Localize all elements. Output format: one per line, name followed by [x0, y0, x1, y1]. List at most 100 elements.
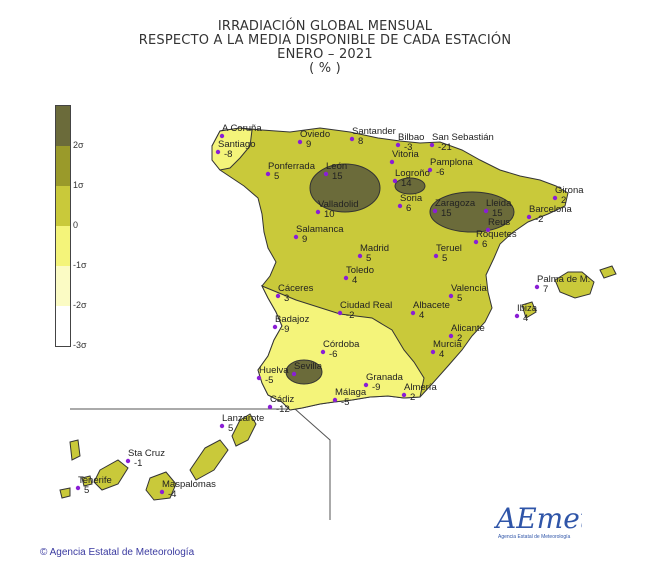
station-marker [395, 142, 401, 148]
legend-box-3 [56, 186, 70, 226]
station-value: 2 [457, 333, 462, 344]
zone-1s-2s-ebro [429, 191, 515, 233]
legend-box-1 [56, 106, 70, 146]
station-name: Ibiza [517, 303, 538, 314]
zone-m1s-sevilla [285, 359, 323, 385]
color-legend [55, 105, 71, 347]
station-value: -8 [224, 149, 232, 160]
station-value: 5 [442, 253, 447, 264]
station-name: Badajoz [275, 314, 310, 325]
logo-text: AEmet [493, 502, 582, 535]
station-value: -2 [346, 310, 354, 321]
ibiza [521, 301, 537, 319]
station-marker [272, 324, 278, 330]
station-marker [392, 178, 398, 184]
station-marker [215, 149, 221, 155]
gran-canaria [145, 471, 177, 501]
station-value: 15 [492, 208, 503, 219]
station-name: Málaga [335, 387, 367, 398]
station-name: Maspalomas [162, 479, 216, 490]
station-name: Granada [366, 372, 404, 383]
station-value: 5 [84, 485, 89, 496]
galicia-zone-m1s-0 [211, 127, 253, 171]
station-name: Lleida [486, 198, 512, 209]
station-value: 5 [366, 253, 371, 264]
station-marker [448, 333, 454, 339]
station-value: 7 [543, 284, 548, 295]
legend-box-2 [56, 146, 70, 186]
station-marker [343, 275, 349, 281]
station-marker [75, 485, 81, 491]
station-name: Valencia [451, 283, 487, 294]
station-value: 2 [410, 392, 415, 403]
station-name: Palma de M. [537, 274, 590, 285]
station-value: -9 [372, 382, 380, 393]
station-marker [267, 404, 273, 410]
station-name: Salamanca [296, 224, 344, 235]
station-name: León [326, 161, 347, 172]
station-name: Toledo [346, 265, 374, 276]
station-value: 3 [284, 293, 289, 304]
station-name: Murcia [433, 339, 462, 350]
station-name: Barcelona [529, 204, 572, 215]
station-marker [514, 313, 520, 319]
station-value: -9 [281, 324, 289, 335]
station-name: Ciudad Real [340, 300, 392, 311]
station-marker [159, 489, 165, 495]
station-value: 5 [457, 293, 462, 304]
el-hierro [59, 487, 71, 499]
canary-inset-frame [70, 408, 331, 520]
station-marker [534, 284, 540, 290]
title-line-3: ENERO – 2021 [277, 47, 373, 62]
station-name: Cádiz [270, 394, 295, 405]
station-name: Logroño [395, 168, 430, 179]
station-marker [219, 133, 225, 139]
legend-label-m2s: -2σ [73, 300, 87, 310]
station-name: Huelva [259, 365, 289, 376]
station-name: Reus [488, 217, 510, 228]
map-title: IRRADIACIÓN GLOBAL MENSUAL RESPECTO A LA… [0, 20, 650, 76]
station-name: Ponferrada [268, 161, 316, 172]
station-marker [363, 382, 369, 388]
station-name: Sta Cruz [128, 448, 165, 459]
title-line-2: RESPECTO A LA MEDIA DISPONIBLE DE CADA E… [138, 33, 512, 48]
station-value: -21 [438, 142, 452, 153]
station-name: Vitoria [392, 149, 419, 160]
station-marker [323, 171, 329, 177]
mallorca [554, 271, 595, 299]
station-marker [526, 214, 532, 220]
station-name: Cáceres [278, 283, 314, 294]
station-name: Madrid [360, 243, 389, 254]
station-value: -12 [276, 404, 290, 415]
station-value: -3 [404, 142, 412, 153]
station-marker [291, 371, 297, 377]
station-name: Pamplona [430, 157, 473, 168]
station-marker [125, 458, 131, 464]
station-name: Roquetes [476, 229, 517, 240]
station-value: 6 [482, 239, 487, 250]
station-name: Soria [400, 193, 423, 204]
station-value: 6 [406, 203, 411, 214]
station-name: Santiago [218, 139, 256, 150]
station-value: 10 [324, 209, 335, 220]
lanzarote [231, 413, 257, 447]
la-palma [69, 439, 81, 461]
station-name: Bilbao [398, 132, 424, 143]
legend-label-1s: 1σ [73, 180, 84, 190]
station-name: Santander [352, 126, 396, 137]
station-value: 9 [306, 139, 311, 150]
station-value: 8 [358, 136, 363, 147]
station-name: A Coruña [222, 123, 262, 134]
station-marker [427, 167, 433, 173]
legend-label-2s: 2σ [73, 140, 84, 150]
menorca [599, 265, 617, 279]
tenerife [93, 459, 129, 491]
station-name: Almería [404, 382, 437, 393]
la-gomera [81, 475, 93, 487]
station-value: -6 [436, 167, 444, 178]
station-marker [275, 293, 281, 299]
station-marker [256, 375, 262, 381]
station-value: 15 [332, 171, 343, 182]
